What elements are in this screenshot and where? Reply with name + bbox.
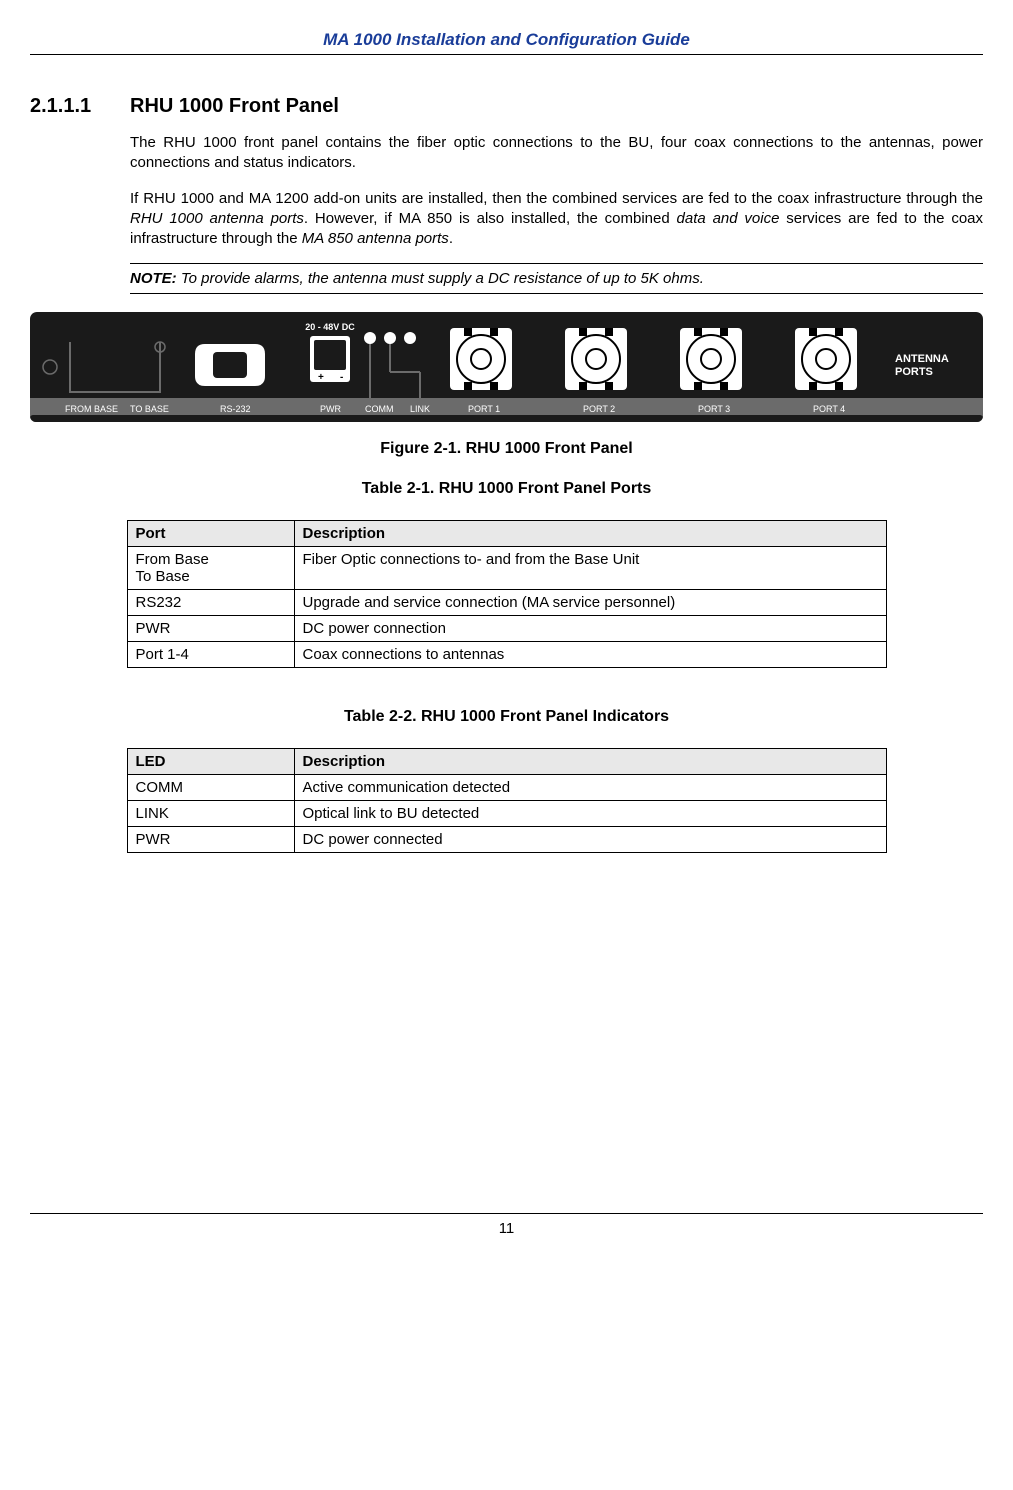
section-title: RHU 1000 Front Panel	[130, 95, 339, 118]
front-panel-figure: FROM BASE TO BASE RS-232 20 - 48V DC + -…	[30, 312, 983, 422]
svg-text:ANTENNA: ANTENNA	[895, 353, 949, 365]
indicators-table: LED Description COMMActive communication…	[127, 748, 887, 853]
table1-caption: Table 2-1. RHU 1000 Front Panel Ports	[30, 480, 983, 498]
note-text: To provide alarms, the antenna must supp…	[177, 270, 704, 287]
paragraph-1: The RHU 1000 front panel contains the fi…	[130, 133, 983, 174]
table-row: PWRDC power connected	[127, 827, 886, 853]
svg-text:PORT 2: PORT 2	[583, 404, 615, 414]
svg-text:+: +	[318, 372, 324, 383]
page-header: MA 1000 Installation and Configuration G…	[30, 30, 983, 55]
svg-text:TO BASE: TO BASE	[130, 404, 169, 414]
front-panel-diagram: FROM BASE TO BASE RS-232 20 - 48V DC + -…	[30, 312, 983, 422]
svg-text:FROM BASE: FROM BASE	[65, 404, 118, 414]
svg-text:COMM: COMM	[365, 404, 394, 414]
ports-table: Port Description From Base To BaseFiber …	[127, 520, 887, 668]
note-box: NOTE: To provide alarms, the antenna mus…	[130, 263, 983, 294]
svg-text:LINK: LINK	[410, 404, 430, 414]
svg-text:PORT 1: PORT 1	[468, 404, 500, 414]
svg-text:PORTS: PORTS	[895, 366, 933, 378]
table-header-row: Port Description	[127, 521, 886, 547]
page-footer: 11	[30, 1213, 983, 1237]
figure-caption: Figure 2-1. RHU 1000 Front Panel	[30, 440, 983, 458]
svg-text:PORT 4: PORT 4	[813, 404, 845, 414]
svg-text:RS-232: RS-232	[220, 404, 251, 414]
table-row: COMMActive communication detected	[127, 775, 886, 801]
paragraph-2: If RHU 1000 and MA 1200 add-on units are…	[130, 189, 983, 250]
page-number: 11	[499, 1220, 515, 1237]
table-row: Port 1-4Coax connections to antennas	[127, 642, 886, 668]
svg-text:20 - 48V DC: 20 - 48V DC	[305, 322, 355, 332]
section-number: 2.1.1.1	[30, 95, 130, 118]
svg-text:-: -	[340, 372, 343, 383]
table-row: LINKOptical link to BU detected	[127, 801, 886, 827]
svg-text:PORT 3: PORT 3	[698, 404, 730, 414]
svg-text:PWR: PWR	[320, 404, 341, 414]
table-row: PWRDC power connection	[127, 616, 886, 642]
section-heading: 2.1.1.1 RHU 1000 Front Panel	[30, 95, 983, 118]
table2-caption: Table 2-2. RHU 1000 Front Panel Indicato…	[30, 708, 983, 726]
note-label: NOTE:	[130, 270, 177, 287]
table-row: From Base To BaseFiber Optic connections…	[127, 547, 886, 590]
table-row: RS232Upgrade and service connection (MA …	[127, 590, 886, 616]
table-header-row: LED Description	[127, 749, 886, 775]
